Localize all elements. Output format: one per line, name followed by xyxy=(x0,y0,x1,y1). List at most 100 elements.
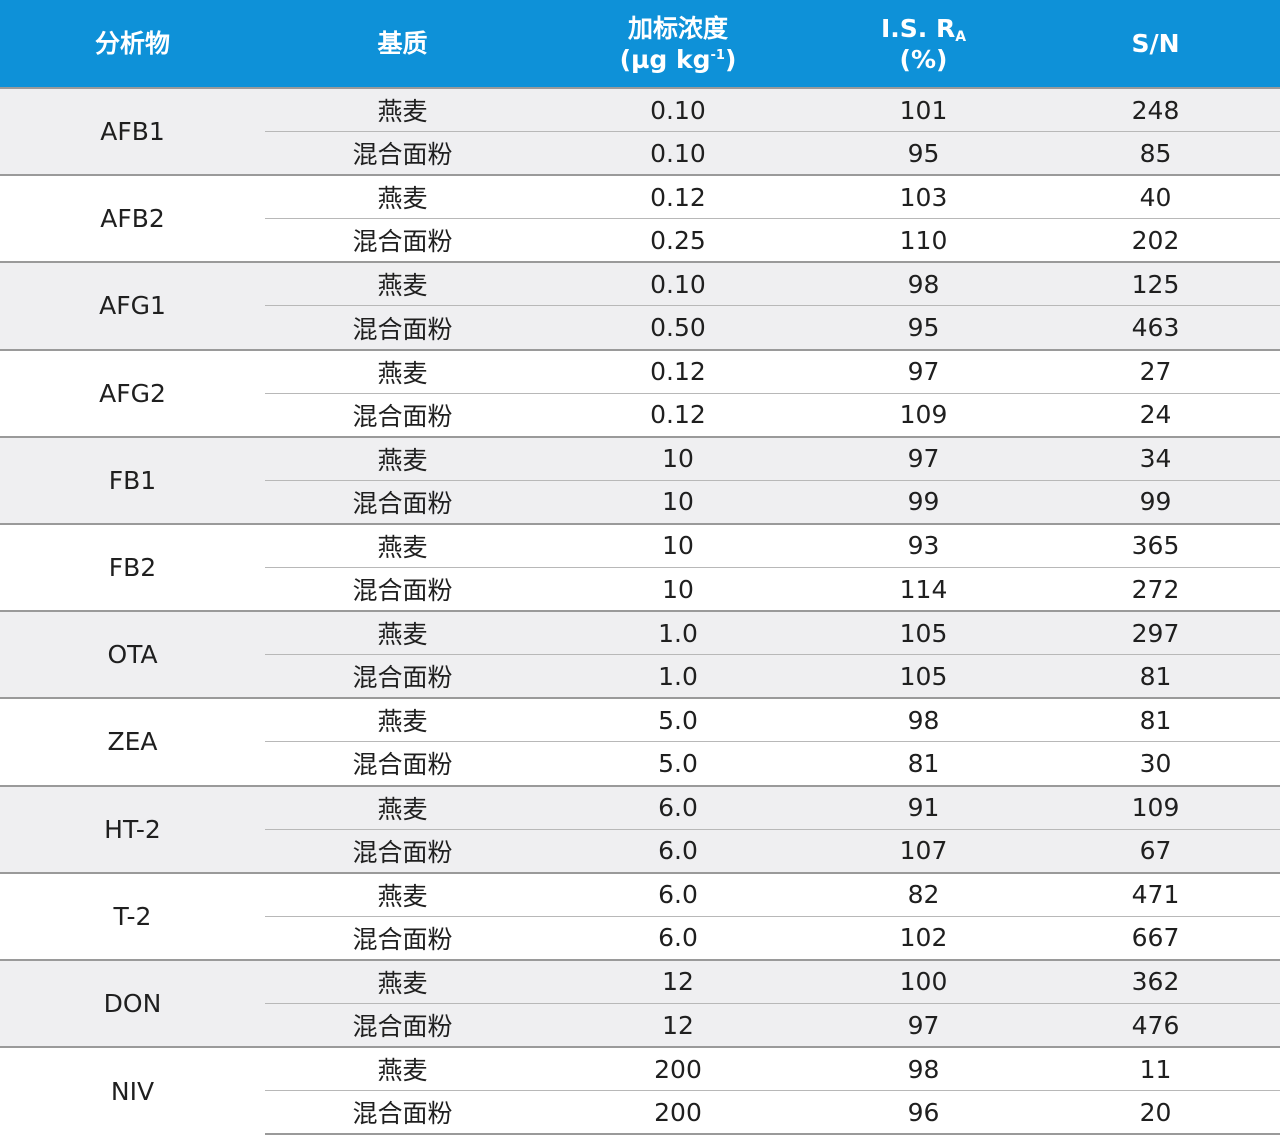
cell-spike: 10 xyxy=(540,522,816,568)
cell-spike: 200 xyxy=(540,1090,816,1136)
cell-sn: 109 xyxy=(1031,784,1280,830)
cell-spike: 12 xyxy=(540,958,816,1004)
cell-ra: 95 xyxy=(816,131,1031,176)
table-row: 混合面粉 1.0 105 81 xyxy=(0,654,1280,699)
cell-sn: 471 xyxy=(1031,871,1280,917)
cell-matrix: 混合面粉 xyxy=(265,741,540,786)
table-row: NIV 燕麦 200 98 11 xyxy=(0,1046,1280,1135)
cell-matrix: 燕麦 xyxy=(265,1046,540,1091)
cell-matrix: 混合面粉 xyxy=(265,479,540,524)
table-row: 混合面粉 6.0 102 667 xyxy=(0,915,1280,960)
cell-ra: 96 xyxy=(816,1090,1031,1136)
cell-ra: 98 xyxy=(816,261,1031,306)
table-row: 混合面粉 0.12 109 24 xyxy=(0,392,1280,437)
table-row: AFG1 燕麦 0.10 98 125 xyxy=(0,261,1280,350)
cell-analyte: ZEA xyxy=(0,697,265,786)
table-row: AFB2 燕麦 0.12 103 40 xyxy=(0,174,1280,263)
cell-matrix: 燕麦 xyxy=(265,174,540,219)
header-ra-label: I.S. RA xyxy=(880,13,967,45)
cell-spike: 0.50 xyxy=(540,305,816,350)
cell-sn: 248 xyxy=(1031,87,1280,132)
cell-sn: 30 xyxy=(1031,741,1280,786)
cell-ra: 102 xyxy=(816,915,1031,960)
cell-sn: 202 xyxy=(1031,218,1280,263)
table-row: FB1 燕麦 10 97 34 xyxy=(0,435,1280,524)
cell-matrix: 燕麦 xyxy=(265,261,540,306)
cell-spike: 0.25 xyxy=(540,218,816,263)
cell-ra: 103 xyxy=(816,174,1031,219)
cell-matrix: 混合面粉 xyxy=(265,915,540,960)
table-row: 混合面粉 6.0 107 67 xyxy=(0,828,1280,873)
cell-sn: 27 xyxy=(1031,348,1280,394)
header-spike-concentration: 加标浓度 (µg kg-1) xyxy=(540,0,816,88)
cell-analyte: DON xyxy=(0,958,265,1048)
cell-matrix: 混合面粉 xyxy=(265,131,540,176)
cell-sn: 365 xyxy=(1031,522,1280,568)
table-row: 混合面粉 10 114 272 xyxy=(0,567,1280,612)
cell-matrix: 燕麦 xyxy=(265,871,540,917)
cell-analyte: HT-2 xyxy=(0,784,265,873)
header-spike-unit: (µg kg-1) xyxy=(619,44,737,74)
table-row: T-2 燕麦 6.0 82 471 xyxy=(0,871,1280,960)
header-sn: S/N xyxy=(1131,29,1180,58)
cell-analyte: OTA xyxy=(0,610,265,699)
cell-sn: 362 xyxy=(1031,958,1280,1004)
table-row: FB2 燕麦 10 93 365 xyxy=(0,522,1280,612)
cell-analyte: FB2 xyxy=(0,522,265,612)
cell-sn: 81 xyxy=(1031,654,1280,699)
cell-sn: 297 xyxy=(1031,610,1280,655)
cell-spike: 0.10 xyxy=(540,87,816,132)
table-header-row: 分析物 基质 加标浓度 (µg kg-1) I.S. RA (%) S/N xyxy=(0,0,1280,88)
cell-spike: 200 xyxy=(540,1046,816,1091)
cell-matrix: 燕麦 xyxy=(265,435,540,481)
table-row: 混合面粉 0.50 95 463 xyxy=(0,305,1280,350)
cell-ra: 93 xyxy=(816,522,1031,568)
cell-ra: 100 xyxy=(816,958,1031,1004)
header-analyte: 分析物 xyxy=(94,29,170,58)
cell-spike: 1.0 xyxy=(540,610,816,655)
cell-matrix: 混合面粉 xyxy=(265,567,540,612)
cell-ra: 105 xyxy=(816,610,1031,655)
table-row: 混合面粉 200 96 20 xyxy=(0,1090,1280,1136)
cell-sn: 81 xyxy=(1031,697,1280,742)
cell-matrix: 燕麦 xyxy=(265,610,540,655)
cell-ra: 107 xyxy=(816,828,1031,873)
cell-spike: 12 xyxy=(540,1002,816,1048)
cell-sn: 99 xyxy=(1031,479,1280,524)
cell-ra: 114 xyxy=(816,567,1031,612)
cell-matrix: 燕麦 xyxy=(265,87,540,132)
cell-spike: 0.12 xyxy=(540,348,816,394)
cell-ra: 98 xyxy=(816,1046,1031,1091)
cell-spike: 6.0 xyxy=(540,784,816,830)
cell-sn: 40 xyxy=(1031,174,1280,219)
cell-spike: 0.10 xyxy=(540,131,816,176)
cell-sn: 11 xyxy=(1031,1046,1280,1091)
table-row: 混合面粉 5.0 81 30 xyxy=(0,741,1280,786)
cell-spike: 6.0 xyxy=(540,915,816,960)
table-row: HT-2 燕麦 6.0 91 109 xyxy=(0,784,1280,873)
table-row: 混合面粉 0.10 95 85 xyxy=(0,131,1280,176)
header-is-ra: I.S. RA (%) xyxy=(816,0,1031,88)
cell-ra: 101 xyxy=(816,87,1031,132)
cell-matrix: 混合面粉 xyxy=(265,828,540,873)
cell-ra: 105 xyxy=(816,654,1031,699)
cell-matrix: 燕麦 xyxy=(265,522,540,568)
cell-ra: 91 xyxy=(816,784,1031,830)
cell-analyte: T-2 xyxy=(0,871,265,960)
cell-sn: 476 xyxy=(1031,1002,1280,1048)
cell-spike: 6.0 xyxy=(540,828,816,873)
cell-matrix: 混合面粉 xyxy=(265,1090,540,1136)
header-matrix: 基质 xyxy=(377,29,428,58)
cell-spike: 10 xyxy=(540,567,816,612)
cell-sn: 272 xyxy=(1031,567,1280,612)
cell-matrix: 混合面粉 xyxy=(265,654,540,699)
cell-sn: 463 xyxy=(1031,305,1280,350)
cell-spike: 5.0 xyxy=(540,697,816,742)
table-row: AFB1 燕麦 0.10 101 248 xyxy=(0,86,1280,176)
cell-analyte: AFB2 xyxy=(0,174,265,263)
cell-matrix: 燕麦 xyxy=(265,958,540,1004)
table-body: AFB1 燕麦 0.10 101 248 混合面粉 0.10 95 85 AFB2 燕麦 0.12 10… xyxy=(0,86,1280,1136)
table-row: ZEA 燕麦 5.0 98 81 xyxy=(0,697,1280,786)
cell-sn: 85 xyxy=(1031,131,1280,176)
